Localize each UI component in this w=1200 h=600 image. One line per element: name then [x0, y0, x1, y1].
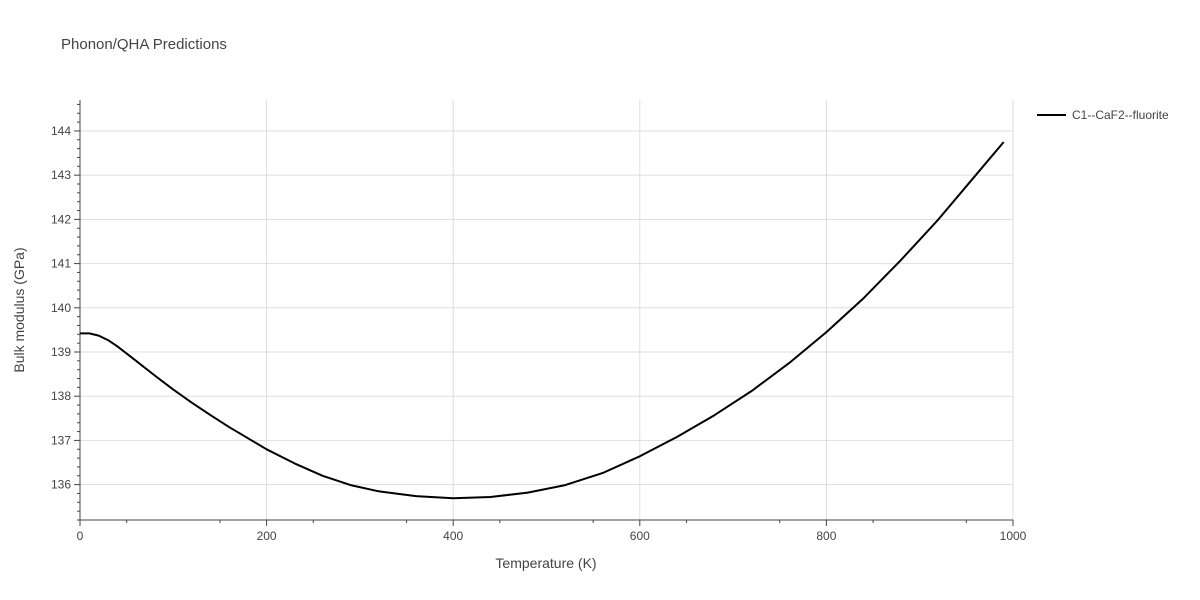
legend[interactable]: C1--CaF2--fluorite [1037, 108, 1169, 122]
axes: 0 200 400 600 800 1000 136 137 138 139 140 141 142 14… [51, 100, 1027, 543]
y-tick-label: 143 [51, 168, 71, 182]
series-line [80, 141, 1005, 500]
series-layer [80, 141, 1005, 500]
x-tick-label: 800 [816, 529, 836, 543]
x-tick-label: 0 [77, 529, 84, 543]
y-tick-label: 136 [51, 478, 71, 492]
y-tick-label: 138 [51, 389, 71, 403]
legend-label: C1--CaF2--fluorite [1072, 108, 1169, 122]
y-tick-label: 142 [51, 212, 71, 226]
x-tick-label: 400 [443, 529, 463, 543]
y-tick-label: 140 [51, 301, 71, 315]
x-tick-label: 200 [257, 529, 277, 543]
y-tick-label: 141 [51, 257, 71, 271]
y-axis-title: Bulk modulus (GPa) [11, 247, 27, 372]
grid-lines [80, 100, 1014, 520]
y-tick-label: 144 [51, 124, 71, 138]
x-tick-label: 1000 [1000, 529, 1027, 543]
chart-title: Phonon/QHA Predictions [61, 36, 227, 53]
y-tick-label: 137 [51, 433, 71, 447]
x-axis-title: Temperature (K) [495, 555, 596, 571]
y-tick-label: 139 [51, 345, 71, 359]
x-tick-label: 600 [630, 529, 650, 543]
